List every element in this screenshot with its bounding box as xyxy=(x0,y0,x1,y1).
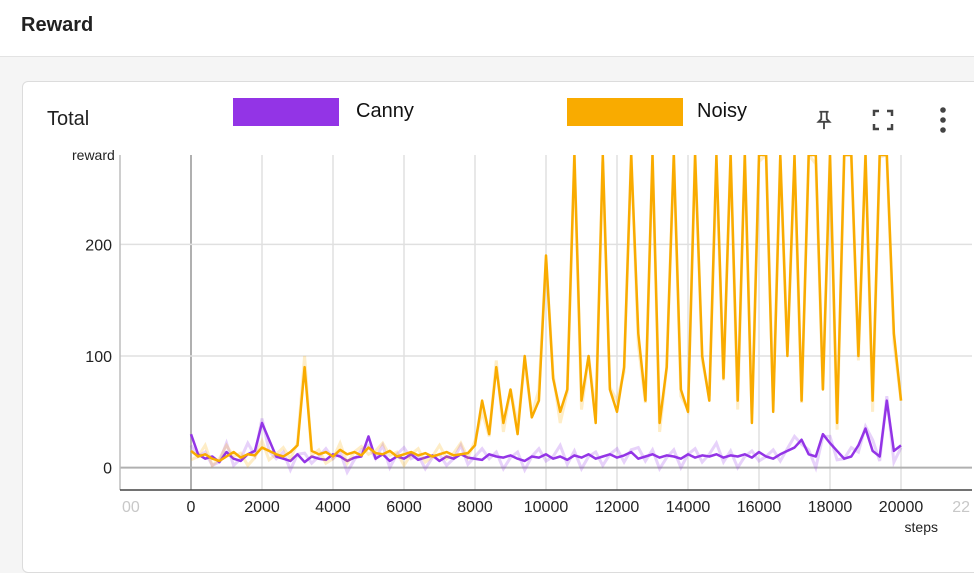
y-tick-label-2: 200 xyxy=(85,237,112,254)
legend-label-canny: Canny xyxy=(356,100,414,122)
x-tick-label-1: 2000 xyxy=(244,499,280,516)
x-tick-label-0: 0 xyxy=(187,499,196,516)
x-tick-label-5: 10000 xyxy=(524,499,569,516)
x-axis-label: steps xyxy=(905,519,938,535)
y-tick-label-1: 100 xyxy=(85,349,112,366)
x-tick-label-10: 20000 xyxy=(879,499,924,516)
x-tick-label-9: 18000 xyxy=(808,499,853,516)
x-tick-label-4: 8000 xyxy=(457,499,493,516)
x-tick-label-3: 6000 xyxy=(386,499,422,516)
pin-icon xyxy=(816,110,832,130)
series-line-canny xyxy=(189,399,902,464)
top-bar: Reward xyxy=(0,0,974,57)
page-title: Reward xyxy=(21,14,94,36)
more-options-button[interactable] xyxy=(928,105,958,135)
x-tick-label-7: 14000 xyxy=(666,499,711,516)
y-tick-label-0: 0 xyxy=(103,461,112,478)
series-line-noisy xyxy=(190,155,903,463)
fullscreen-icon xyxy=(872,109,894,131)
x-tick-label-partial-left: 00 xyxy=(122,499,140,516)
legend-swatch-noisy xyxy=(567,98,683,126)
x-tick-label-8: 16000 xyxy=(737,499,782,516)
y-axis-label: reward xyxy=(72,147,115,163)
legend-swatch-canny xyxy=(233,98,339,126)
legend-label-noisy: Noisy xyxy=(697,100,748,122)
chart-title: Total xyxy=(47,108,90,130)
x-tick-label-partial-right: 22 xyxy=(952,499,970,516)
fullscreen-button[interactable] xyxy=(868,105,898,135)
more-vert-icon xyxy=(940,107,946,133)
pin-button[interactable] xyxy=(809,105,839,135)
x-tick-label-2: 4000 xyxy=(315,499,351,516)
x-tick-label-6: 12000 xyxy=(595,499,640,516)
